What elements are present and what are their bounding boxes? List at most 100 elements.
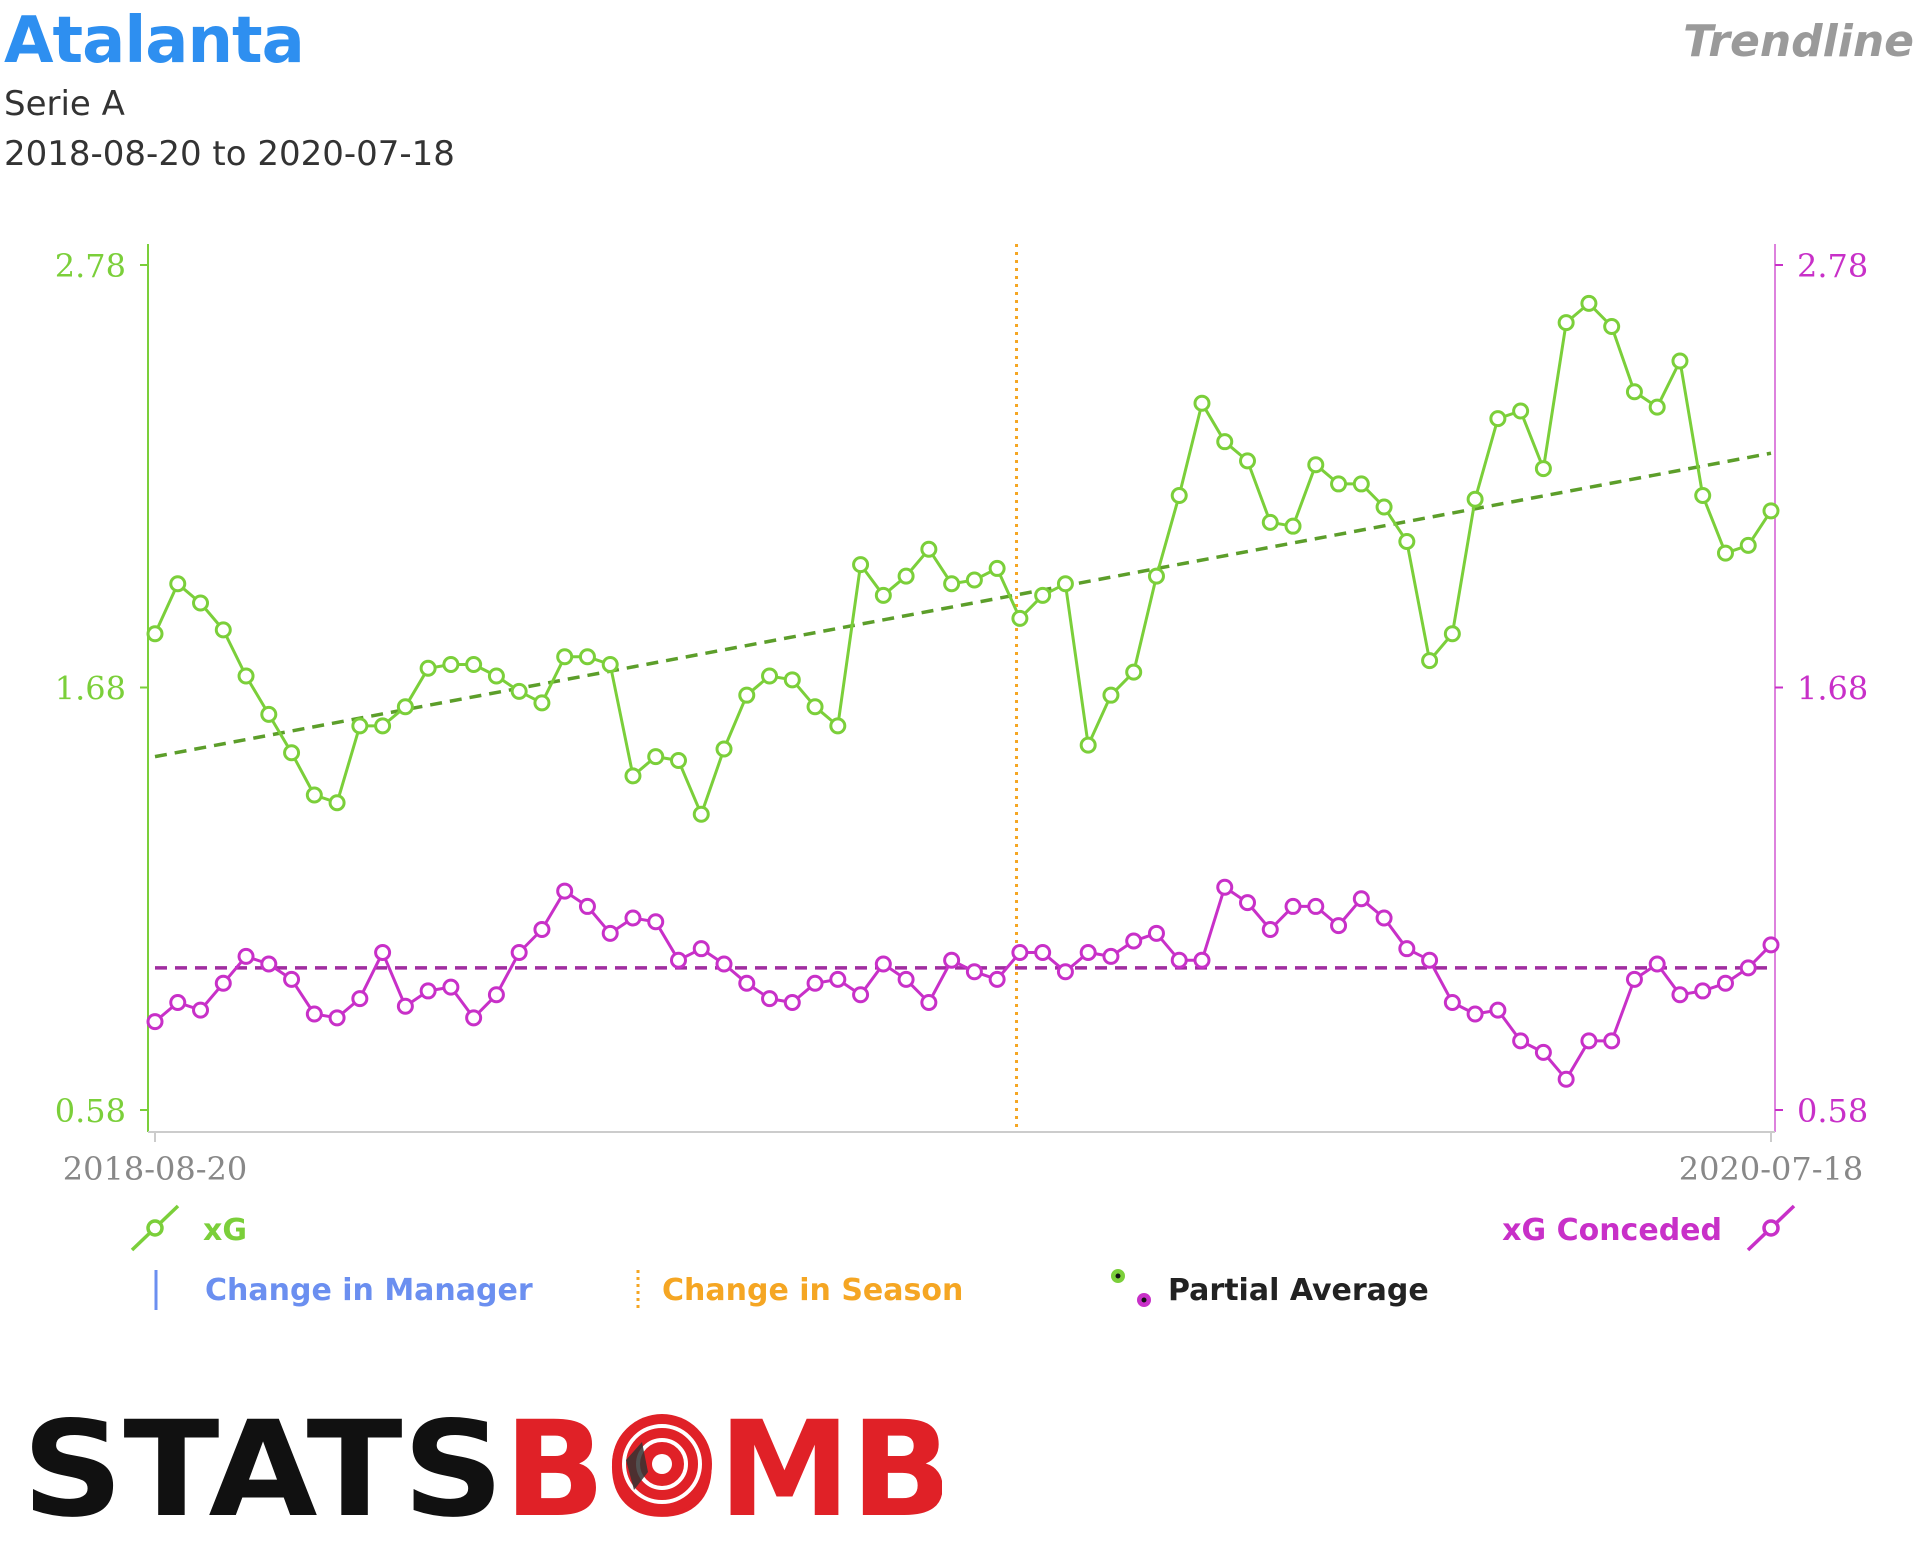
data-point-xg-conceded (146, 1013, 164, 1031)
data-point-xg (374, 717, 392, 735)
data-point-xg (669, 751, 687, 769)
data-point-xg-conceded (1261, 920, 1279, 938)
data-point-xg-conceded (169, 993, 187, 1011)
data-point-xg (578, 648, 596, 666)
data-point-xg (988, 559, 1006, 577)
data-point-xg (169, 575, 187, 593)
data-point-xg (1216, 433, 1234, 451)
data-point-xg (214, 621, 232, 639)
data-point-xg-conceded (305, 1005, 323, 1023)
data-point-xg (624, 767, 642, 785)
right-y-tick-label: 0.58 (1797, 1092, 1868, 1130)
statsbomb-logo: STATS BOMB (22, 1402, 942, 1524)
data-point-xg-conceded (738, 974, 756, 992)
data-point-xg (1147, 567, 1165, 585)
data-point-xg (601, 655, 619, 673)
data-point-xg-conceded (237, 947, 255, 965)
date-range: 2018-08-20 to 2020-07-18 (4, 134, 455, 174)
data-point-xg-conceded (1762, 936, 1780, 954)
data-point-xg (1671, 352, 1689, 370)
data-point-xg (874, 586, 892, 604)
chart-axes (140, 244, 1783, 1142)
data-point-xg-conceded (1489, 1001, 1507, 1019)
left-y-tick-label: 1.68 (55, 670, 126, 708)
data-point-xg (1307, 456, 1325, 474)
data-point-xg (1079, 736, 1097, 754)
data-point-xg-conceded (1671, 986, 1689, 1004)
chart-kind-label: Trendline (1683, 16, 1914, 67)
data-point-xg-conceded (260, 955, 278, 973)
data-point-xg-conceded (396, 997, 414, 1015)
data-point-xg (1125, 663, 1143, 681)
data-point-xg (1261, 513, 1279, 531)
data-point-xg (715, 740, 733, 758)
data-point-xg (1694, 486, 1712, 504)
data-point-xg-conceded (1421, 951, 1439, 969)
data-point-xg-conceded (1625, 970, 1643, 988)
data-point-xg-conceded (1512, 1032, 1530, 1050)
data-point-xg (1284, 517, 1302, 535)
left-y-tick-label: 2.78 (55, 247, 126, 285)
data-point-xg (1375, 498, 1393, 516)
legend-xg-label: xG (203, 1213, 247, 1248)
logo-text-stats: STATS (22, 1402, 504, 1524)
data-point-xg-conceded (1466, 1005, 1484, 1023)
data-point-xg (487, 667, 505, 685)
data-point-xg-conceded (351, 990, 369, 1008)
data-point-xg-conceded (1398, 940, 1416, 958)
data-point-xg (1352, 475, 1370, 493)
logo-text-bomb: BOMB (504, 1402, 942, 1524)
team-title: Atalanta (4, 4, 305, 78)
data-point-xg-conceded (1284, 897, 1302, 915)
data-point-xg (943, 575, 961, 593)
data-point-xg-conceded (1330, 917, 1348, 935)
data-point-xg (396, 698, 414, 716)
data-point-xg-conceded (328, 1009, 346, 1027)
x-tick-label-end: 2020-07-18 (1679, 1150, 1864, 1188)
data-point-xg-conceded (806, 974, 824, 992)
data-point-xg-conceded (510, 944, 528, 962)
data-point-xg (1421, 652, 1439, 670)
data-point-xg-conceded (283, 970, 301, 988)
data-point-xg (1512, 402, 1530, 420)
data-point-xg (692, 805, 710, 823)
data-point-xg (806, 698, 824, 716)
data-point-xg (1102, 686, 1120, 704)
legend-xg-conceded-label: xG Conceded (1502, 1213, 1722, 1248)
data-point-xg (647, 748, 665, 766)
data-point-xg-conceded (1011, 944, 1029, 962)
data-point-xg (920, 540, 938, 558)
data-point-xg-conceded (578, 897, 596, 915)
data-point-xg-conceded (1307, 897, 1325, 915)
competition-name: Serie A (4, 84, 125, 124)
data-point-xg-conceded (965, 963, 983, 981)
data-point-xg-conceded (192, 1001, 210, 1019)
data-point-xg-conceded (874, 955, 892, 973)
data-point-xg (465, 655, 483, 673)
data-point-xg-conceded (1239, 894, 1257, 912)
data-point-xg-conceded (465, 1009, 483, 1027)
data-point-xg-conceded (374, 944, 392, 962)
data-point-xg (192, 594, 210, 612)
tick-labels: 0.58 0.58 1.68 1.68 2.78 2.78 2018-08-20 2020-0… (55, 247, 1869, 1188)
legend-season-label: Change in Season (662, 1273, 963, 1308)
data-point-xg-conceded (1056, 963, 1074, 981)
data-point-xg-conceded (1534, 1043, 1552, 1061)
data-point-xg (510, 682, 528, 700)
data-point-xg-conceded (601, 924, 619, 942)
data-point-xg-conceded (419, 982, 437, 1000)
data-point-xg (305, 786, 323, 804)
data-point-xg-conceded (487, 986, 505, 1004)
data-point-xg-conceded (1580, 1032, 1598, 1050)
data-point-xg (852, 556, 870, 574)
right-y-tick-label: 1.68 (1797, 670, 1868, 708)
legend-partial-average-symbol (1111, 1269, 1151, 1307)
trendline-xg (154, 451, 1772, 759)
series-xg-conceded (146, 878, 1780, 1088)
data-point-xg-conceded (852, 986, 870, 1004)
data-point-xg (146, 625, 164, 643)
data-point-xg-conceded (442, 978, 460, 996)
data-point-xg-conceded (1125, 932, 1143, 950)
data-point-xg (1716, 544, 1734, 562)
